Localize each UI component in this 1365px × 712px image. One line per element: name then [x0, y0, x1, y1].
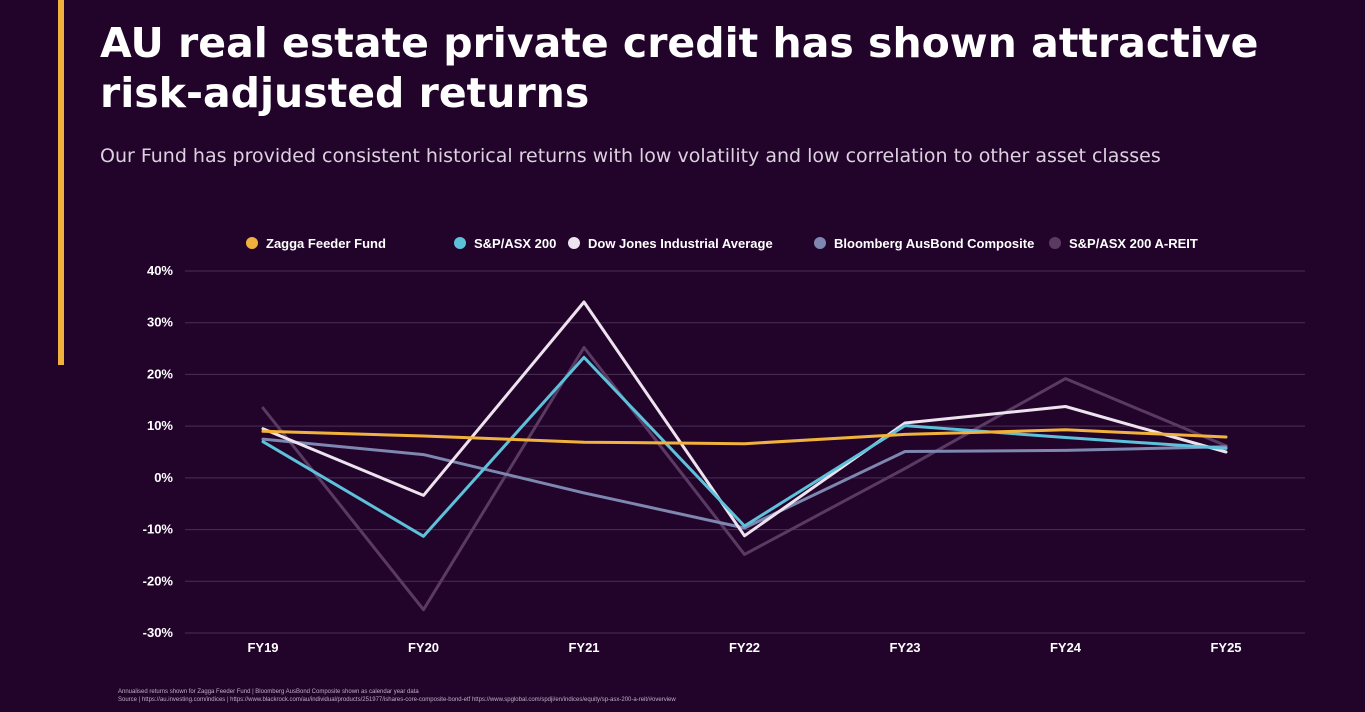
x-tick-label-fy19: FY19 [247, 640, 278, 655]
legend-label-sandp-asx-200-a-reit: S&P/ASX 200 A-REIT [1069, 236, 1198, 251]
y-axis: -30% -20% -10% 0% 10% 20% 30% 40% [143, 263, 174, 640]
footnote-source: Source | https://au.investing.com/indice… [118, 697, 676, 703]
y-tick-label: 10% [147, 418, 173, 433]
footnote-note: Annualised returns shown for Zagga Feede… [118, 689, 419, 695]
x-tick-label-fy24: FY24 [1050, 640, 1082, 655]
y-tick-label: 30% [147, 315, 173, 330]
y-tick-label: 20% [147, 366, 173, 381]
legend-label-dow-jones-industrial-average: Dow Jones Industrial Average [588, 236, 773, 251]
chart-series [261, 300, 1228, 612]
chart-legend: Zagga Feeder Fund S&P/ASX 200 Dow Jones In… [246, 236, 1198, 251]
legend-item-zagga-feeder-fund[interactable]: Zagga Feeder Fund [246, 236, 386, 251]
legend-marker-sandp-asx-200 [454, 237, 466, 249]
x-tick-label-fy23: FY23 [889, 640, 920, 655]
x-tick-label-fy20: FY20 [408, 640, 439, 655]
legend-item-sandp-asx-200-a-reit[interactable]: S&P/ASX 200 A-REIT [1049, 236, 1198, 251]
series-line-bloomberg-ausbond-composite [261, 437, 1228, 530]
footnote: Annualised returns shown for Zagga Feede… [118, 688, 1318, 704]
x-tick-label-fy25: FY25 [1210, 640, 1241, 655]
y-tick-label: -20% [143, 573, 174, 588]
x-axis: FY19 FY20 FY21 FY22 FY23 FY24 FY25 [247, 640, 1241, 655]
y-tick-label: -30% [143, 625, 174, 640]
legend-label-zagga-feeder-fund: Zagga Feeder Fund [266, 236, 386, 251]
x-tick-label-fy21: FY21 [568, 640, 599, 655]
page-title: AU real estate private credit has shown … [100, 18, 1300, 118]
legend-marker-sandp-asx-200-a-reit [1049, 237, 1061, 249]
legend-item-dow-jones-industrial-average[interactable]: Dow Jones Industrial Average [568, 236, 773, 251]
title-line-1: AU real estate private credit has shown … [100, 19, 1259, 67]
legend-label-sandp-asx-200: S&P/ASX 200 [474, 236, 556, 251]
accent-bar [58, 0, 64, 365]
y-tick-label: -10% [143, 522, 174, 537]
series-line-sandp-asx-200-a-reit [261, 346, 1228, 612]
returns-line-chart: Zagga Feeder Fund S&P/ASX 200 Dow Jones In… [143, 236, 1305, 655]
series-line-sandp-asx-200 [261, 355, 1228, 538]
x-tick-label-fy22: FY22 [729, 640, 760, 655]
y-tick-label: 40% [147, 263, 173, 278]
series-line-dow-jones-industrial-average [261, 300, 1228, 538]
legend-marker-zagga-feeder-fund [246, 237, 258, 249]
chart-gridlines [185, 270, 1305, 634]
legend-marker-dow-jones-industrial-average [568, 237, 580, 249]
title-line-2: risk-adjusted returns [100, 69, 590, 117]
y-tick-label: 0% [154, 470, 173, 485]
legend-marker-bloomberg-ausbond-composite [814, 237, 826, 249]
legend-item-bloomberg-ausbond-composite[interactable]: Bloomberg AusBond Composite [814, 236, 1034, 251]
series-line-zagga-feeder-fund [261, 428, 1228, 446]
legend-label-bloomberg-ausbond-composite: Bloomberg AusBond Composite [834, 236, 1034, 251]
page-subtitle: Our Fund has provided consistent histori… [100, 145, 1161, 167]
legend-item-sandp-asx-200[interactable]: S&P/ASX 200 [454, 236, 556, 251]
